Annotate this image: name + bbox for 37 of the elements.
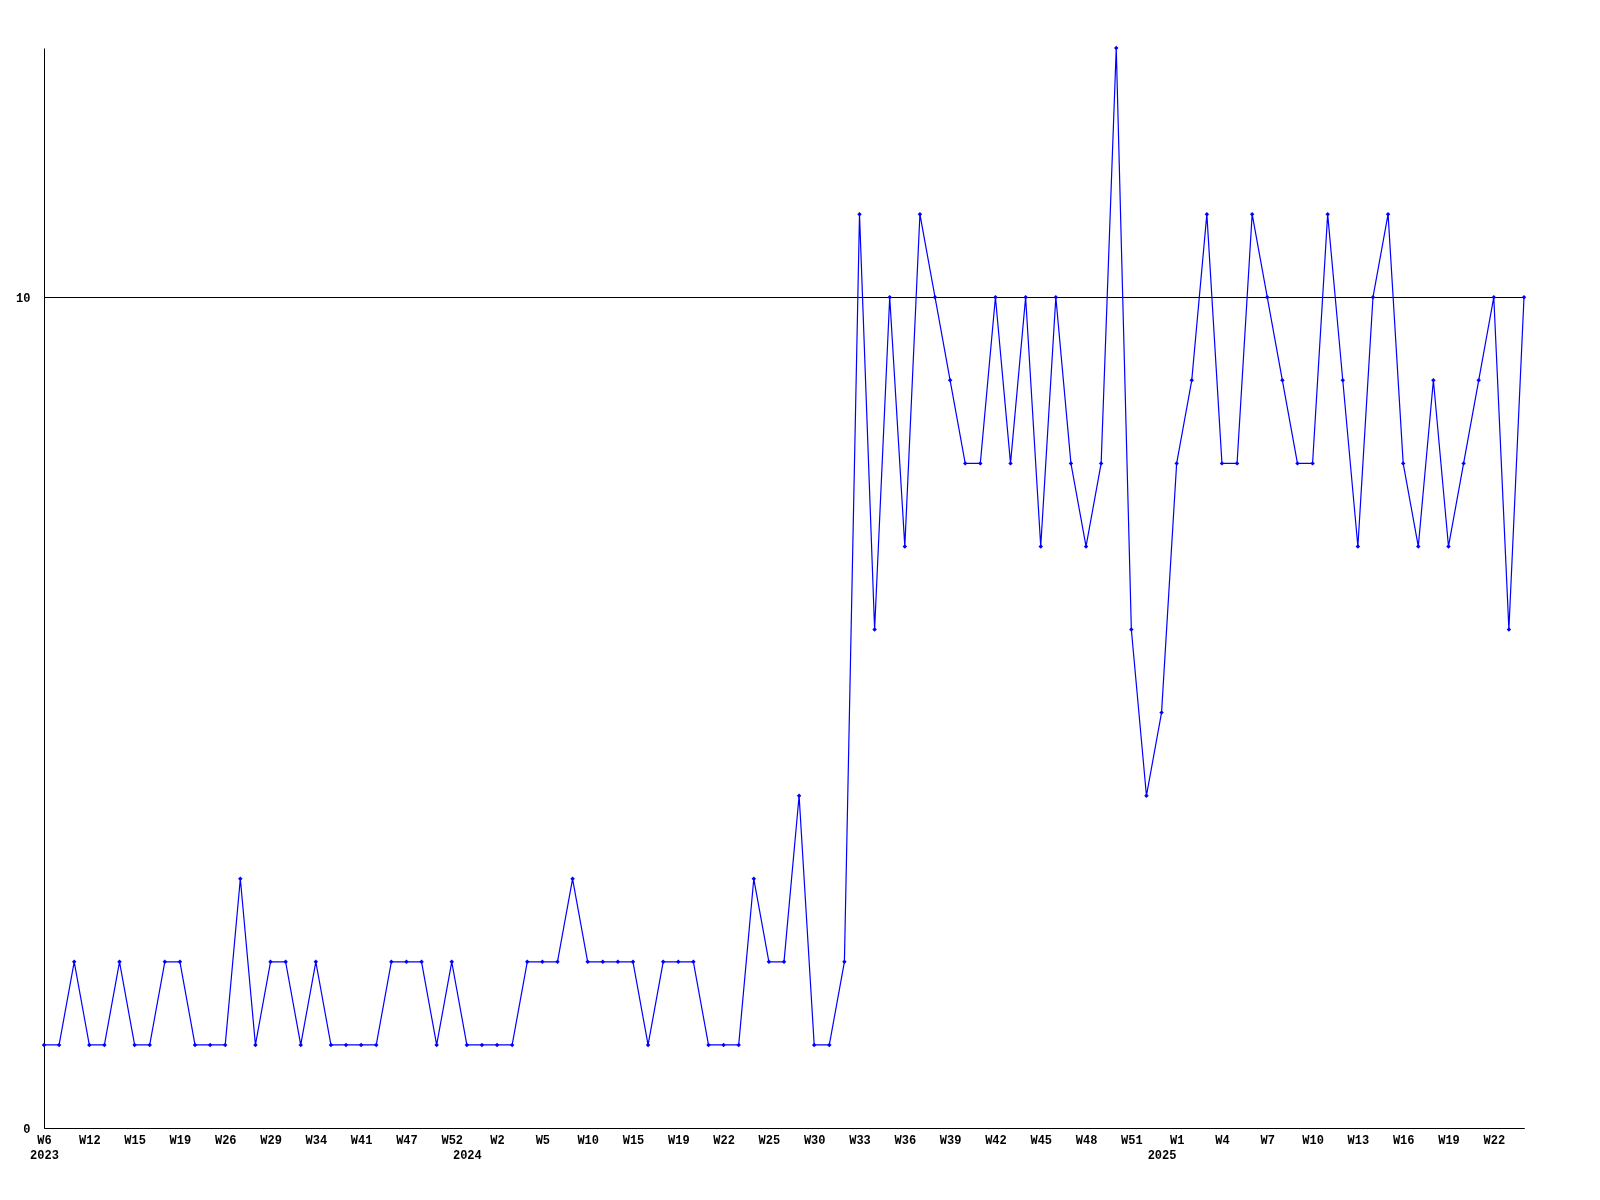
x-tick-label: W15 — [124, 1133, 146, 1148]
x-tick-label: W36 — [894, 1133, 917, 1148]
x-tick-label: W1 — [1169, 1133, 1185, 1148]
x-tick-label: W34 — [305, 1133, 328, 1148]
x-tick-label: W10 — [1302, 1133, 1324, 1148]
x-tick-label: W2 — [490, 1133, 505, 1148]
y-tick-label: 0 — [23, 1122, 31, 1137]
x-tick-label: W42 — [985, 1133, 1007, 1148]
x-tick-label: W22 — [1483, 1133, 1506, 1148]
x-tick-label: W19 — [169, 1133, 192, 1148]
x-tick-label: W13 — [1347, 1133, 1370, 1148]
x-tick-label: 2024 — [452, 1148, 482, 1163]
x-tick-label: W52 — [441, 1133, 464, 1148]
x-tick-label: W47 — [396, 1133, 418, 1148]
x-tick-label: W39 — [939, 1133, 962, 1148]
x-tick-label: W29 — [260, 1133, 282, 1148]
x-tick-label: W10 — [577, 1133, 599, 1148]
x-tick-label: W45 — [1030, 1133, 1053, 1148]
x-tick-label: W19 — [667, 1133, 690, 1148]
x-tick-label: W51 — [1121, 1133, 1143, 1148]
x-tick-label: W6 2023 — [30, 1133, 59, 1163]
x-tick-label: W16 — [1392, 1133, 1415, 1148]
x-tick-label: W4 — [1215, 1133, 1230, 1148]
x-tick-label: W33 — [849, 1133, 871, 1148]
x-tick-label: W30 — [803, 1133, 826, 1148]
x-tick-label: W26 — [214, 1133, 237, 1148]
x-tick-label: W19 — [1438, 1133, 1460, 1148]
x-tick-label: W25 — [758, 1133, 781, 1148]
x-tick-label: W48 — [1075, 1133, 1098, 1148]
x-tick-label: W15 — [622, 1133, 645, 1148]
x-tick-label: W5 — [535, 1133, 551, 1148]
y-tick-label: 10 — [16, 291, 31, 306]
x-tick-label: W12 — [79, 1133, 101, 1148]
x-tick-label: 2025 — [1147, 1148, 1177, 1163]
x-tick-label: W7 — [1260, 1133, 1275, 1148]
x-tick-label: W41 — [350, 1133, 373, 1148]
x-tick-label: W22 — [713, 1133, 735, 1148]
